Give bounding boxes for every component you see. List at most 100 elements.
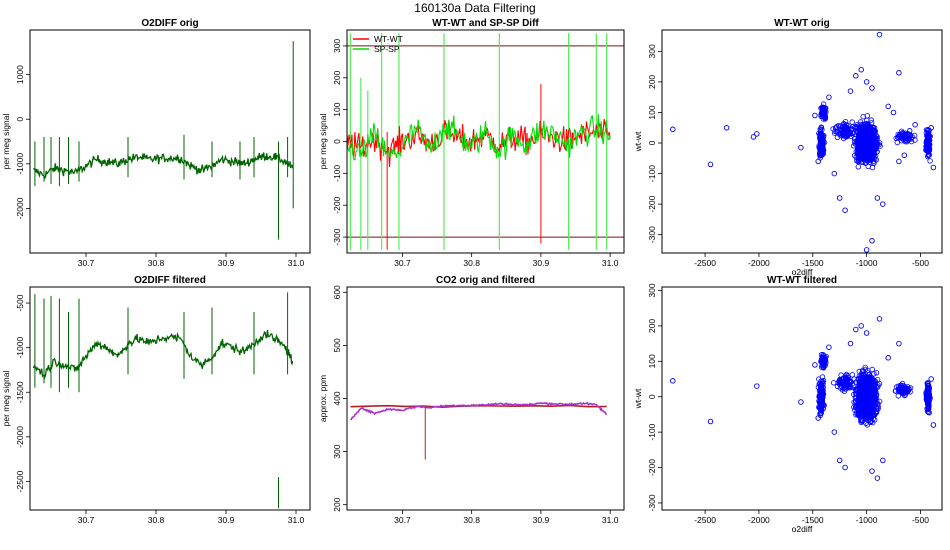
data-point [866,142,872,148]
data-point [895,386,902,392]
data-point [869,395,875,401]
data-point [912,121,918,128]
x-tick-label: 30.7 [394,515,411,525]
x-tick-label: -1000 [856,515,878,525]
data-point [885,103,891,110]
x-tick-label: -1500 [802,515,824,525]
panel-o2diff-orig: O2DIFF orig 30.7 30.8 30.9 31.0 -2000 -1000 0 10… [1,18,311,268]
x-tick-label: 31.0 [602,258,619,268]
data-point [858,397,864,403]
data-point [900,133,907,139]
data-point [723,125,730,131]
data-point [896,340,902,347]
data-point [890,109,897,116]
data-point [873,370,880,376]
data-point [867,138,874,145]
data-point [925,141,932,147]
y-tick-label: -2500 [15,470,25,492]
data-point [865,127,872,134]
data-point [843,383,850,389]
data-point [860,124,866,130]
data-point [869,164,876,171]
y-tick-label: -200 [332,196,342,213]
y-axis-label: per meg signal [318,114,328,170]
data-point [754,383,760,389]
plot-area [347,33,624,250]
data-point [863,247,870,253]
data-point [869,127,875,134]
y-tick-label: -300 [647,494,657,511]
legend-label: WT-WT [374,34,403,44]
data-point [865,378,871,384]
data-point [872,387,879,394]
plot-frame [661,286,943,511]
data-point [869,468,875,474]
x-tick-label: -2500 [694,515,716,525]
data-point [818,399,824,405]
data-point [707,161,714,168]
series-line-wt-wt [347,118,611,167]
data-point [925,401,932,408]
data-point [817,138,824,145]
data-point [862,393,868,399]
x-tick-label: -2000 [748,515,770,525]
data-point [836,457,843,464]
x-tick-label: 31.0 [288,515,305,525]
x-tick-label: 30.8 [463,515,480,525]
x-tick-label: 30.9 [533,258,550,268]
data-point [880,457,886,464]
y-tick-label: 200 [647,75,657,89]
data-point [868,120,875,126]
series-line-0 [32,329,294,380]
figure-title: 160130a Data Filtering [414,1,535,15]
x-tick-label: 30.8 [463,258,480,268]
data-point [860,113,866,120]
data-point [869,131,875,137]
x-tick-label: -2500 [694,258,716,268]
y-tick-label: 200 [332,70,342,84]
data-point [901,152,908,158]
data-point [815,415,821,421]
y-tick-label: 600 [332,285,342,299]
data-point [912,137,918,143]
data-point [842,207,848,213]
data-point [847,340,854,347]
data-point [819,374,826,380]
data-point [754,131,760,137]
data-point [868,117,874,123]
data-point [864,134,870,141]
y-tick-label: 1000 [15,65,25,84]
data-point [875,382,881,388]
data-point [864,422,871,428]
data-point [871,145,878,152]
y-tick-label: 500 [332,338,342,352]
data-point [895,388,902,395]
data-point [872,417,878,423]
data-point [874,401,881,407]
y-tick-label: 100 [332,102,342,116]
data-point [823,353,829,360]
y-tick-label: -1000 [15,153,25,175]
data-point [831,380,837,386]
data-point [923,130,930,136]
y-tick-label: 100 [647,354,657,368]
data-point [869,413,876,419]
data-point [819,150,825,156]
data-point [863,121,869,127]
y-tick-label: -100 [647,423,657,440]
data-point [872,138,879,144]
data-point [872,156,878,162]
y-tick-label: -300 [332,228,342,245]
data-point [798,399,804,405]
data-point [863,330,870,336]
data-point [863,148,869,154]
data-point [925,399,931,405]
data-point [896,133,903,140]
data-point [853,412,859,418]
data-point [838,380,845,387]
data-point [860,130,867,136]
x-tick-label: 30.9 [218,515,235,525]
data-point [861,133,867,139]
data-point [874,475,881,481]
